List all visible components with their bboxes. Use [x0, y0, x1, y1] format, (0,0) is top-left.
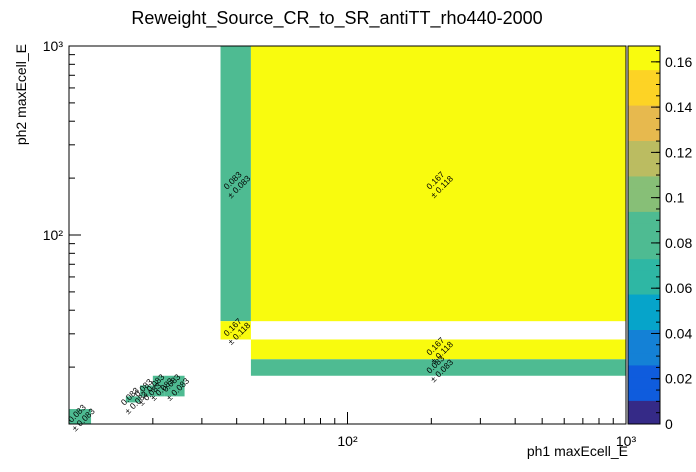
x-axis-title: ph1 maxEcell_E [527, 443, 628, 459]
chart-title: Reweight_Source_CR_to_SR_antiTT_rho440-2… [131, 8, 542, 29]
heatmap-cell [152, 375, 165, 397]
heatmap-cells [69, 46, 626, 424]
cell-label-group: 0.083± 0.083 [160, 372, 191, 403]
color-scale-tick-label: 0.06 [665, 280, 692, 296]
color-scale-band [628, 270, 660, 283]
x-tick-label: 10³ [616, 433, 637, 449]
color-scale-band [628, 258, 660, 271]
color-scale-band [628, 46, 660, 59]
color-scale-border [627, 45, 661, 425]
heatmap-cell [250, 339, 626, 360]
color-scale-band [628, 69, 660, 82]
color-scale-band [628, 376, 660, 390]
color-scale-band [628, 211, 660, 224]
color-scale-tick-label: 0 [665, 416, 673, 432]
color-scale-band [628, 116, 660, 130]
color-scale-band [628, 235, 660, 248]
heatmap-cell [164, 375, 185, 397]
x-axis: 10² 10³ [68, 412, 637, 449]
heatmap-cell [69, 409, 92, 424]
color-scale-band [628, 317, 660, 330]
color-scale-bar: 0 0.02 0.04 0.06 0.08 0.1 0.12 0.14 0.16 [627, 45, 692, 432]
color-scale-band [628, 105, 660, 118]
cell-label-group: 0.083± 0.083 [66, 402, 97, 433]
color-scale-band [628, 81, 660, 94]
color-scale-band [628, 388, 660, 401]
color-scale-tick-label: 0.02 [665, 371, 692, 387]
y-tick-label: 10² [43, 227, 64, 243]
color-scale-tick-label: 0.04 [665, 325, 692, 341]
heatmap-cell [250, 46, 626, 322]
color-scale-band [628, 199, 660, 212]
color-scale-tick-label: 0.16 [665, 54, 692, 70]
x-tick-label: 10² [337, 433, 358, 449]
y-axis-title: ph2 maxEcell_E [13, 44, 29, 145]
heatmap-cell [125, 396, 141, 403]
color-scale-band [628, 175, 660, 189]
color-scale-band [628, 93, 660, 106]
color-scale-band [628, 152, 660, 165]
color-scale-band [628, 294, 660, 307]
color-scale-band [628, 164, 660, 177]
color-scale-tick-label: 0.14 [665, 99, 692, 115]
color-scale-band [628, 353, 660, 366]
color-scale-band [628, 412, 660, 425]
color-scale-band [628, 223, 660, 236]
heatmap-cell [220, 321, 251, 340]
color-scale-band [628, 305, 660, 319]
heatmap-cell [140, 385, 153, 397]
color-scale-tick-label: 0.08 [665, 235, 692, 251]
color-scale-tick-label: 0.12 [665, 144, 692, 160]
color-scale-band [628, 364, 660, 378]
heatmap-cell [250, 359, 626, 376]
color-scale-band [628, 57, 660, 71]
color-scale-band [628, 246, 660, 260]
color-scale-band [628, 140, 660, 153]
heatmap-cell [220, 46, 251, 322]
color-scale-band [628, 341, 660, 354]
y-axis: 10² 10³ [43, 38, 81, 425]
y-tick-label: 10³ [43, 38, 64, 54]
color-scale-band [628, 400, 660, 413]
color-scale-band [628, 282, 660, 295]
color-scale-band [628, 128, 660, 141]
color-scale-band [628, 187, 660, 201]
color-scale-tick-label: 0.1 [665, 190, 685, 206]
color-scale-band [628, 329, 660, 342]
